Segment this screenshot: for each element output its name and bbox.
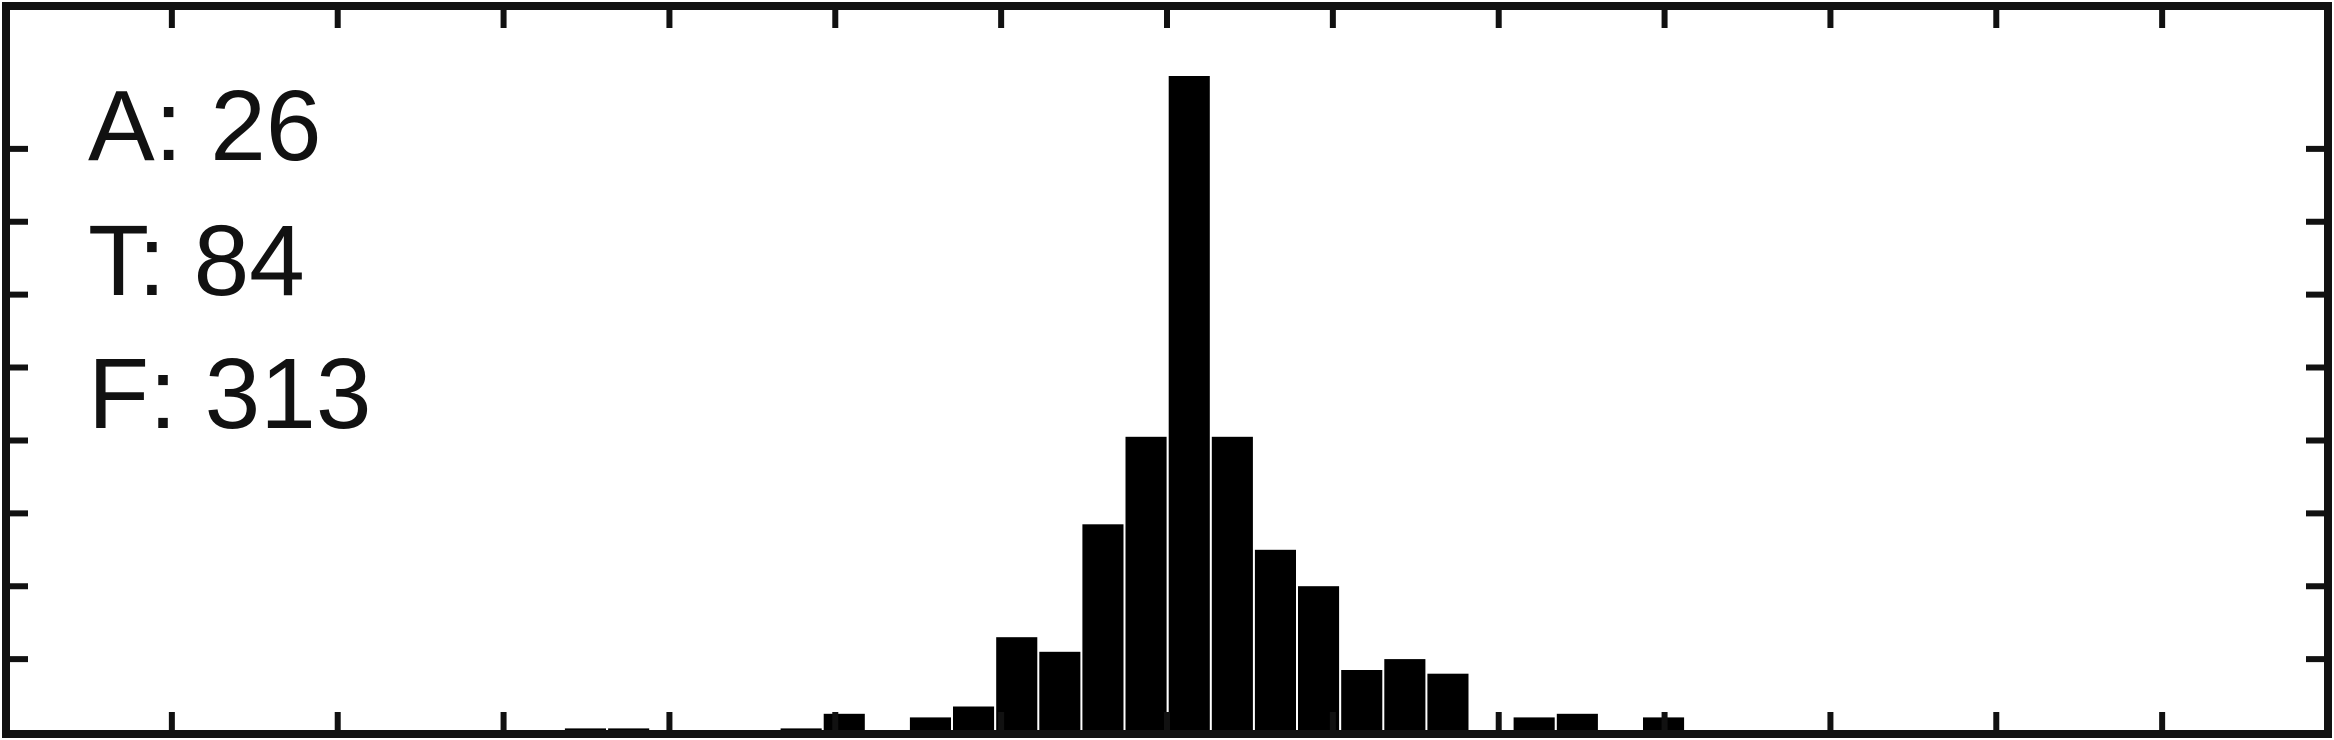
histogram-bar bbox=[909, 717, 951, 732]
annotation-label-f: F: 313 bbox=[88, 338, 372, 450]
histogram-bar bbox=[1341, 670, 1383, 732]
annotation-label-a: A: 26 bbox=[88, 70, 322, 182]
histogram-bar bbox=[1384, 659, 1426, 732]
histogram-bars bbox=[564, 76, 1685, 732]
histogram-bar bbox=[823, 713, 865, 732]
histogram-bar bbox=[1513, 717, 1555, 732]
histogram-bar bbox=[1254, 549, 1296, 732]
annotation-group: A: 26 T: 84 F: 313 bbox=[88, 70, 372, 450]
histogram-bar bbox=[1168, 76, 1210, 732]
annotation-label-t: T: 84 bbox=[88, 205, 305, 317]
histogram-bar bbox=[1211, 436, 1253, 732]
histogram-bar bbox=[1556, 713, 1598, 732]
histogram-bar bbox=[1427, 673, 1469, 732]
histogram-bar bbox=[1125, 436, 1167, 732]
histogram-bar bbox=[1039, 651, 1081, 732]
histogram-bar bbox=[953, 706, 995, 732]
histogram-bar bbox=[1298, 586, 1340, 732]
histogram-bar bbox=[1082, 524, 1124, 732]
